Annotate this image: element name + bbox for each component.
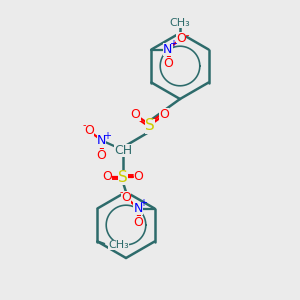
Text: N: N <box>134 202 143 215</box>
Text: O: O <box>176 32 186 45</box>
Text: O: O <box>163 57 173 70</box>
Text: O: O <box>103 170 112 184</box>
Text: N: N <box>97 134 106 148</box>
Text: -: - <box>119 187 123 197</box>
Text: N: N <box>163 43 172 56</box>
Text: O: O <box>131 108 140 121</box>
Text: O: O <box>160 108 169 121</box>
Text: S: S <box>118 169 128 184</box>
Text: O: O <box>97 149 106 162</box>
Text: CH₃: CH₃ <box>169 17 190 28</box>
Text: O: O <box>133 216 143 230</box>
Text: -: - <box>186 30 189 40</box>
Text: O: O <box>134 170 143 184</box>
Text: O: O <box>121 190 131 204</box>
Text: +: + <box>103 130 111 141</box>
Text: CH: CH <box>114 143 132 157</box>
Text: CH₃: CH₃ <box>108 240 129 250</box>
Text: +: + <box>169 39 177 49</box>
Text: O: O <box>84 124 94 137</box>
Text: -: - <box>82 120 86 130</box>
Text: S: S <box>145 118 155 134</box>
Text: +: + <box>140 198 148 208</box>
